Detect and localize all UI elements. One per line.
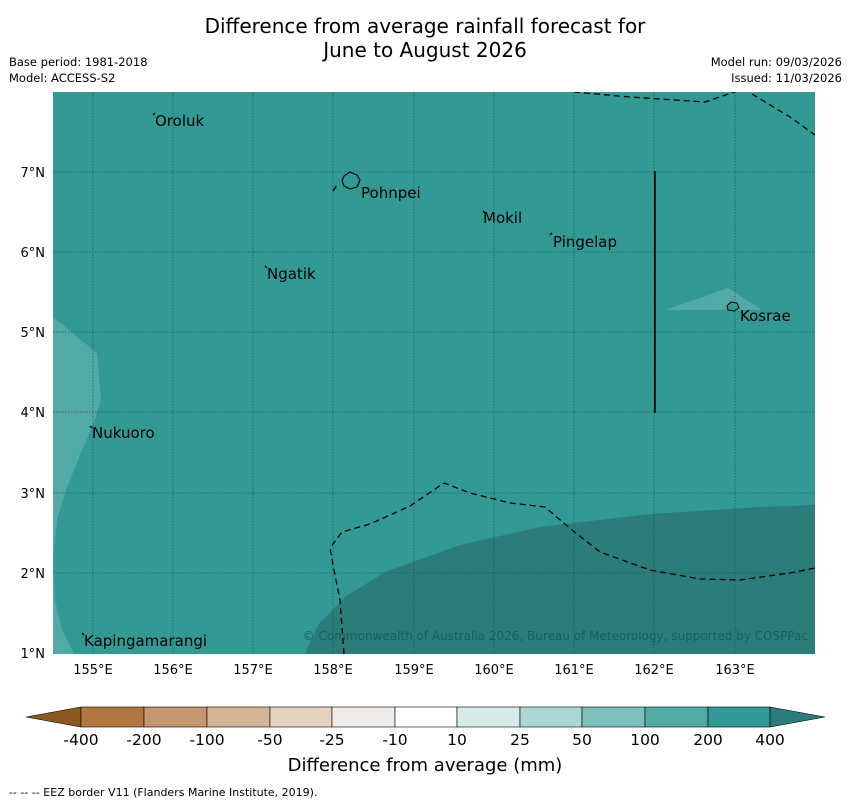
- lon-label: 163°E: [715, 663, 755, 678]
- eez-borders: [329, 92, 815, 654]
- place-pohnpei: Pohnpei: [361, 184, 421, 202]
- lon-label: 162°E: [634, 663, 674, 678]
- lon-label: 160°E: [474, 663, 514, 678]
- colorbar-swatch: [707, 706, 771, 728]
- lon-label: 159°E: [394, 663, 434, 678]
- base-period: Base period: 1981-2018: [9, 55, 148, 69]
- lat-label: 1°N: [21, 647, 46, 662]
- colorbar-swatch: [206, 706, 271, 728]
- place-kapingamarangi: Kapingamarangi: [84, 632, 207, 650]
- contour-gt-400-south: [305, 505, 815, 654]
- map-title: Difference from average rainfall forecas…: [0, 14, 850, 62]
- lon-label: 156°E: [153, 663, 193, 678]
- atoll-markers: [81, 112, 553, 636]
- latitude-labels: 1°N 2°N 3°N 4°N 5°N 6°N 7°N: [21, 166, 46, 662]
- colorbar-swatch: [331, 706, 396, 728]
- contour-100-200-west: [53, 317, 101, 654]
- colorbar-arrow-low: [25, 706, 82, 728]
- colorbar-label: -100: [189, 731, 224, 749]
- title-line-1: Difference from average rainfall forecas…: [204, 14, 646, 38]
- colorbar-label: 25: [510, 731, 530, 749]
- colorbar-label: -50: [257, 731, 282, 749]
- lon-label: 161°E: [554, 663, 594, 678]
- colorbar-swatch: [456, 706, 521, 728]
- colorbar-label: 10: [447, 731, 467, 749]
- kosrae-island: [726, 301, 740, 312]
- lat-label: 3°N: [21, 487, 46, 502]
- place-mokil: Mokil: [483, 209, 522, 227]
- place-pingelap: Pingelap: [553, 233, 617, 251]
- lat-label: 5°N: [21, 326, 46, 341]
- place-nukuoro: Nukuoro: [92, 424, 155, 442]
- colorbar-swatch: [644, 706, 709, 728]
- colorbar-swatch: [269, 706, 333, 728]
- colorbar-title: Difference from average (mm): [287, 755, 563, 776]
- graticule: [53, 92, 815, 654]
- copyright-notice: © Commonwealth of Australia 2026, Bureau…: [303, 629, 808, 643]
- place-kosrae: Kosrae: [740, 307, 791, 325]
- model-run: Model run: 09/03/2026: [710, 55, 842, 69]
- lat-label: 6°N: [21, 246, 46, 261]
- issued-date: Issued: 11/03/2026: [731, 71, 842, 85]
- meta-right: Model run: 09/03/2026 Issued: 11/03/2026: [711, 54, 842, 86]
- colorbar-label: -25: [319, 731, 344, 749]
- colorbar-label: 50: [572, 731, 592, 749]
- title-line-2: June to August 2026: [323, 38, 527, 62]
- lat-label: 4°N: [21, 406, 46, 421]
- place-oroluk: Oroluk: [155, 112, 204, 130]
- model-name: Model: ACCESS-S2: [9, 71, 116, 85]
- meta-left: Base period: 1981-2018 Model: ACCESS-S2: [9, 54, 148, 86]
- lon-label: 157°E: [233, 663, 273, 678]
- pohnpei-island: [341, 171, 361, 190]
- lon-label: 158°E: [313, 663, 353, 678]
- lon-label: 155°E: [73, 663, 113, 678]
- lat-label: 7°N: [21, 166, 46, 181]
- colorbar-swatch: [80, 706, 145, 728]
- eez-footnote: -- -- -- EEZ border V11 (Flanders Marine…: [9, 786, 318, 799]
- colorbar-label: 100: [630, 731, 660, 749]
- colorbar-swatch: [581, 706, 646, 728]
- colorbar-swatch: [519, 706, 583, 728]
- colorbar-label: -400: [63, 731, 98, 749]
- colorbar: -400 -200 -100 -50 -25 -10 10 25 50 100 …: [25, 706, 826, 749]
- colorbar-label: 400: [755, 731, 785, 749]
- colorbar-label: 200: [693, 731, 723, 749]
- colorbar-arrow-high: [769, 706, 826, 728]
- lat-label: 2°N: [21, 567, 46, 582]
- colorbar-label: -10: [382, 731, 407, 749]
- colorbar-label: -200: [126, 731, 161, 749]
- place-ngatik: Ngatik: [267, 265, 316, 283]
- longitude-labels: 155°E 156°E 157°E 158°E 159°E 160°E 161°…: [73, 663, 755, 678]
- colorbar-swatch: [394, 706, 458, 728]
- colorbar-swatch: [143, 706, 208, 728]
